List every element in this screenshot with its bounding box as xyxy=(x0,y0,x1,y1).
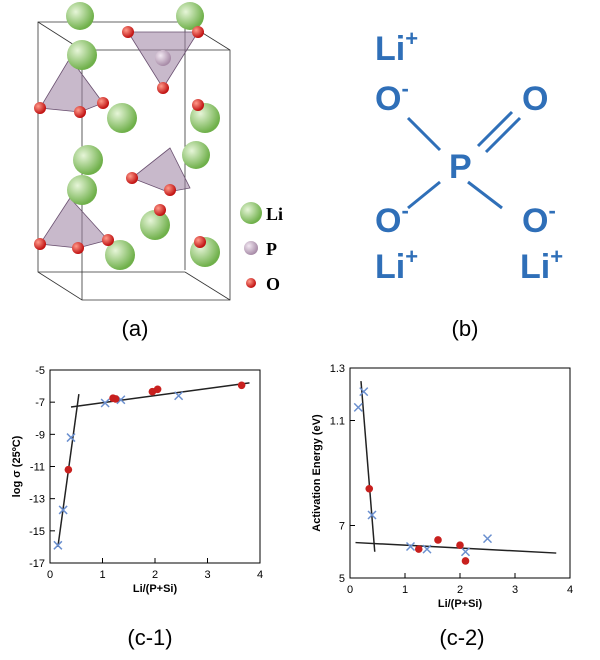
atom-symbol: O xyxy=(375,202,401,240)
data-point xyxy=(53,540,63,550)
x-tick-label: 3 xyxy=(512,584,518,596)
panel-label: (c-2) xyxy=(439,625,484,650)
legend-label: P xyxy=(266,239,277,259)
atom-symbol: P xyxy=(449,148,472,186)
atom-charge: + xyxy=(405,244,418,269)
y-tick-label: 1.3 xyxy=(330,363,345,375)
x-tick-label: 2 xyxy=(457,584,463,596)
formula: Li+O- OPO- O-Li+ Li+ xyxy=(375,26,563,286)
data-point xyxy=(100,398,110,408)
panel-label: (c-1) xyxy=(127,625,172,650)
data-point xyxy=(353,402,363,412)
panel-label: (a) xyxy=(122,316,149,341)
y-tick-label: 7 xyxy=(339,521,345,533)
atom-symbol: O xyxy=(375,80,401,118)
data-point xyxy=(153,385,162,394)
data-point xyxy=(460,547,471,557)
atom-charge: - xyxy=(401,198,408,223)
y-axis-label: Activation Energy (eV) xyxy=(311,414,323,532)
trend-line xyxy=(355,541,557,554)
y-tick-label: 1.1 xyxy=(330,416,345,428)
formula-atom: Li+ xyxy=(375,244,418,286)
data-point xyxy=(434,536,442,544)
x-tick-label: 1 xyxy=(99,569,105,581)
atom-symbol: Li xyxy=(520,248,550,286)
data-point xyxy=(414,545,423,553)
plot-frame xyxy=(49,369,261,564)
atom-symbol: O xyxy=(522,202,548,240)
trend-line xyxy=(70,382,250,408)
x-tick-label: 4 xyxy=(567,584,573,596)
y-tick-label: -5 xyxy=(35,365,45,377)
formula-atom: P xyxy=(449,148,472,186)
y-axis-label: log σ (25ºC) xyxy=(11,435,23,497)
atom-symbol: Li xyxy=(375,30,405,68)
data-point xyxy=(237,381,246,390)
atom-charge: + xyxy=(405,26,418,51)
y-tick-label: -9 xyxy=(35,429,45,441)
x-tick-label: 1 xyxy=(402,584,408,596)
structure-legend: Li P O xyxy=(240,202,283,294)
formula-atom: Li+ xyxy=(520,244,563,286)
data-point xyxy=(405,541,416,552)
tetrahedra xyxy=(39,31,199,249)
panel-label: (b) xyxy=(452,316,479,341)
atom-charge: - xyxy=(401,76,408,101)
x-tick-label: 2 xyxy=(152,569,158,581)
atoms xyxy=(34,2,220,270)
bonds xyxy=(406,110,522,210)
atom-symbol: O xyxy=(522,80,548,118)
x-axis-label: Li/(P+Si) xyxy=(133,583,178,595)
y-tick-label: -15 xyxy=(29,526,45,538)
data-point xyxy=(365,484,374,493)
data-point xyxy=(111,395,120,403)
data-point xyxy=(359,387,369,397)
y-tick-label: -11 xyxy=(30,462,45,474)
atom-charge: - xyxy=(548,198,555,223)
y-tick-label: 5 xyxy=(339,573,345,585)
formula-atom: O- xyxy=(522,198,556,240)
y-tick-label: -7 xyxy=(35,397,45,409)
formula-atom: Li+ xyxy=(375,26,418,68)
formula-atom: O- xyxy=(375,198,409,240)
trend-line xyxy=(360,381,376,552)
atom-symbol: Li xyxy=(375,248,405,286)
x-tick-label: 4 xyxy=(257,569,263,581)
y-tick-label: -17 xyxy=(29,558,45,570)
data-point xyxy=(64,465,73,474)
x-tick-label: 0 xyxy=(47,569,53,581)
data-point xyxy=(456,541,464,549)
formula-atom: O xyxy=(522,80,548,118)
x-tick-label: 0 xyxy=(347,584,353,596)
x-axis-label: Li/(P+Si) xyxy=(438,598,483,610)
atom-charge: + xyxy=(550,244,563,269)
legend-label: O xyxy=(266,274,280,294)
data-point xyxy=(66,433,76,443)
x-tick-label: 3 xyxy=(204,569,210,581)
data-point xyxy=(174,391,184,401)
data-point xyxy=(422,544,432,554)
data-point xyxy=(461,557,470,565)
formula-atom: O- xyxy=(375,76,409,118)
data-point xyxy=(58,505,68,515)
data-point xyxy=(482,534,493,544)
data-point xyxy=(367,510,377,520)
y-tick-label: -13 xyxy=(29,494,45,506)
legend-label: Li xyxy=(266,204,283,224)
